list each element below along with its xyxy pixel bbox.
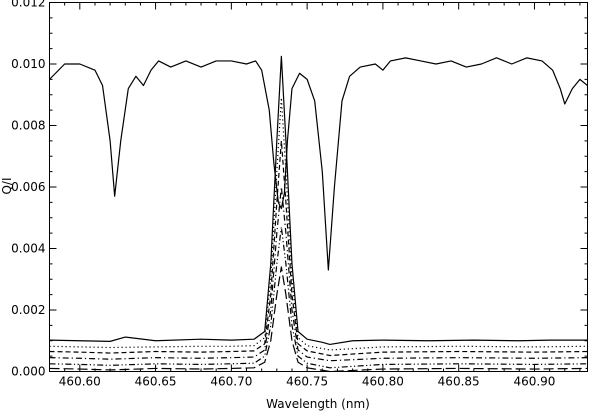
- x-tick-label: 460.70: [210, 375, 252, 389]
- series-line-2-solid: [49, 55, 588, 346]
- x-axis-title: Wavelength (nm): [266, 397, 370, 411]
- y-tick-label: 0.008: [11, 119, 45, 133]
- y-axis-title: Q/I: [0, 177, 14, 194]
- y-tick-label: 0.006: [11, 180, 45, 194]
- x-tick-label: 460.90: [513, 375, 555, 389]
- series-line-4-dashed: [49, 140, 588, 357]
- y-tick-label: 0.012: [11, 0, 45, 10]
- x-tick-label: 460.75: [286, 375, 328, 389]
- series-layer: [49, 55, 588, 373]
- x-axis: 460.60 460.65 460.70 460.75 460.80 460.85 460.…: [49, 2, 581, 389]
- series-line-1-solid: [49, 57, 588, 271]
- y-tick-label: 0.002: [11, 303, 45, 317]
- x-tick-label: 460.85: [438, 375, 480, 389]
- series-line-7-longdash: [49, 266, 588, 373]
- y-tick-label: 0.010: [11, 57, 45, 71]
- x-tick-label: 460.60: [59, 375, 101, 389]
- x-tick-label: 460.65: [135, 375, 177, 389]
- series-line-6-dashdotdot: [49, 226, 588, 369]
- y-tick-label: 0.004: [11, 242, 45, 256]
- y-axis: 0.000 0.002 0.004 0.006 0.008 0.010 0.012: [11, 0, 588, 379]
- y-tick-label: 0.000: [11, 365, 45, 379]
- plot-frame: [49, 2, 588, 372]
- x-tick-label: 460.80: [362, 375, 404, 389]
- series-line-5-dashdot: [49, 186, 588, 362]
